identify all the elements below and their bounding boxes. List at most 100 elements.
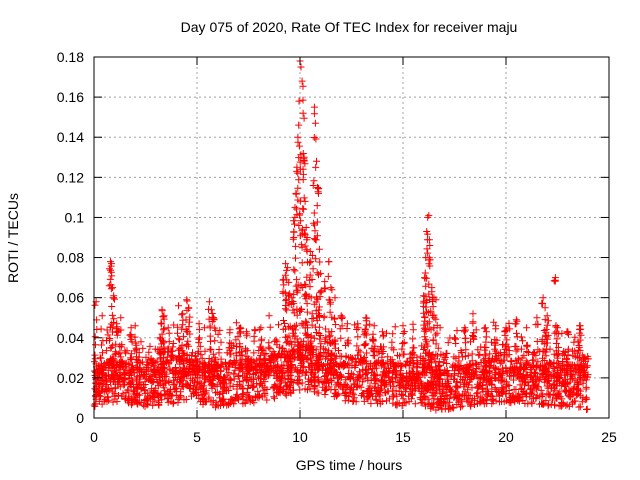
data-point (488, 380, 496, 388)
data-point (348, 362, 356, 370)
data-point (238, 392, 246, 400)
data-point (436, 324, 444, 332)
data-point (193, 362, 201, 370)
data-point (369, 351, 377, 359)
data-point (158, 320, 166, 328)
data-point (533, 376, 541, 384)
data-point (133, 390, 141, 397)
data-point (146, 389, 154, 397)
data-point (184, 369, 192, 377)
data-point (425, 211, 433, 219)
data-point (254, 387, 262, 395)
data-point (258, 346, 266, 354)
data-point (385, 376, 393, 384)
data-point (405, 362, 413, 370)
data-point (311, 236, 319, 244)
chart-title: Day 075 of 2020, Rate Of TEC Index for r… (181, 19, 518, 35)
data-point (159, 313, 167, 321)
data-point (313, 218, 321, 226)
data-point (141, 397, 149, 404)
data-point (192, 355, 200, 363)
data-point (557, 402, 565, 410)
data-point (175, 302, 182, 310)
data-point (571, 397, 579, 405)
data-point (124, 386, 132, 394)
data-point (365, 386, 373, 394)
data-point (379, 360, 387, 368)
data-point (429, 351, 437, 359)
y-tick-label: 0.04 (57, 330, 84, 346)
data-point (256, 351, 264, 359)
data-point (575, 368, 583, 376)
data-point (165, 377, 173, 385)
data-point (427, 378, 435, 386)
data-point (322, 346, 330, 354)
data-point (337, 313, 345, 321)
data-point (502, 324, 510, 332)
data-point (148, 378, 156, 385)
data-point (427, 307, 435, 315)
data-point (227, 340, 235, 348)
data-point (419, 361, 427, 369)
data-point (196, 342, 204, 350)
data-point (297, 282, 305, 290)
data-point (296, 356, 304, 364)
data-point (451, 334, 458, 342)
x-tick-label: 10 (292, 429, 308, 445)
data-point (281, 271, 289, 279)
data-point (184, 337, 192, 345)
data-point (505, 319, 513, 327)
data-point (426, 262, 434, 270)
data-point (165, 394, 173, 402)
data-point (511, 367, 519, 375)
data-point (579, 377, 587, 385)
data-point (373, 347, 381, 355)
data-point (474, 392, 482, 400)
data-point (174, 376, 182, 384)
data-point (570, 384, 578, 392)
data-point (236, 329, 244, 337)
data-point (235, 365, 243, 373)
data-point (194, 347, 202, 355)
data-point (166, 365, 174, 373)
data-point (292, 254, 299, 262)
data-point (437, 395, 444, 402)
data-point (232, 336, 240, 344)
data-point (582, 394, 590, 402)
data-point (191, 388, 199, 396)
data-point (418, 380, 425, 388)
data-point (584, 355, 592, 363)
data-point (265, 370, 273, 378)
data-point (438, 397, 446, 405)
data-point (391, 323, 399, 331)
data-point (390, 346, 398, 354)
data-point (207, 346, 215, 354)
data-point (237, 360, 245, 368)
data-point (573, 391, 581, 399)
data-point (562, 369, 570, 377)
data-point (373, 371, 381, 379)
data-point (229, 382, 237, 390)
data-point (221, 375, 229, 383)
data-point (360, 341, 368, 349)
data-point (358, 357, 366, 365)
data-point (530, 349, 538, 356)
data-point (438, 405, 446, 413)
data-point (390, 363, 397, 370)
data-point (264, 367, 272, 375)
data-point (444, 339, 452, 347)
data-point (472, 368, 479, 376)
data-point (461, 334, 469, 342)
data-point (423, 274, 431, 282)
data-point (307, 258, 315, 266)
data-point (504, 369, 512, 377)
data-point (579, 360, 587, 368)
data-point (378, 328, 386, 336)
data-point (496, 359, 504, 367)
data-point (359, 356, 367, 364)
data-point (299, 82, 307, 90)
data-point (523, 324, 531, 332)
data-point (543, 312, 551, 320)
data-point (348, 383, 356, 391)
data-point (300, 194, 308, 202)
